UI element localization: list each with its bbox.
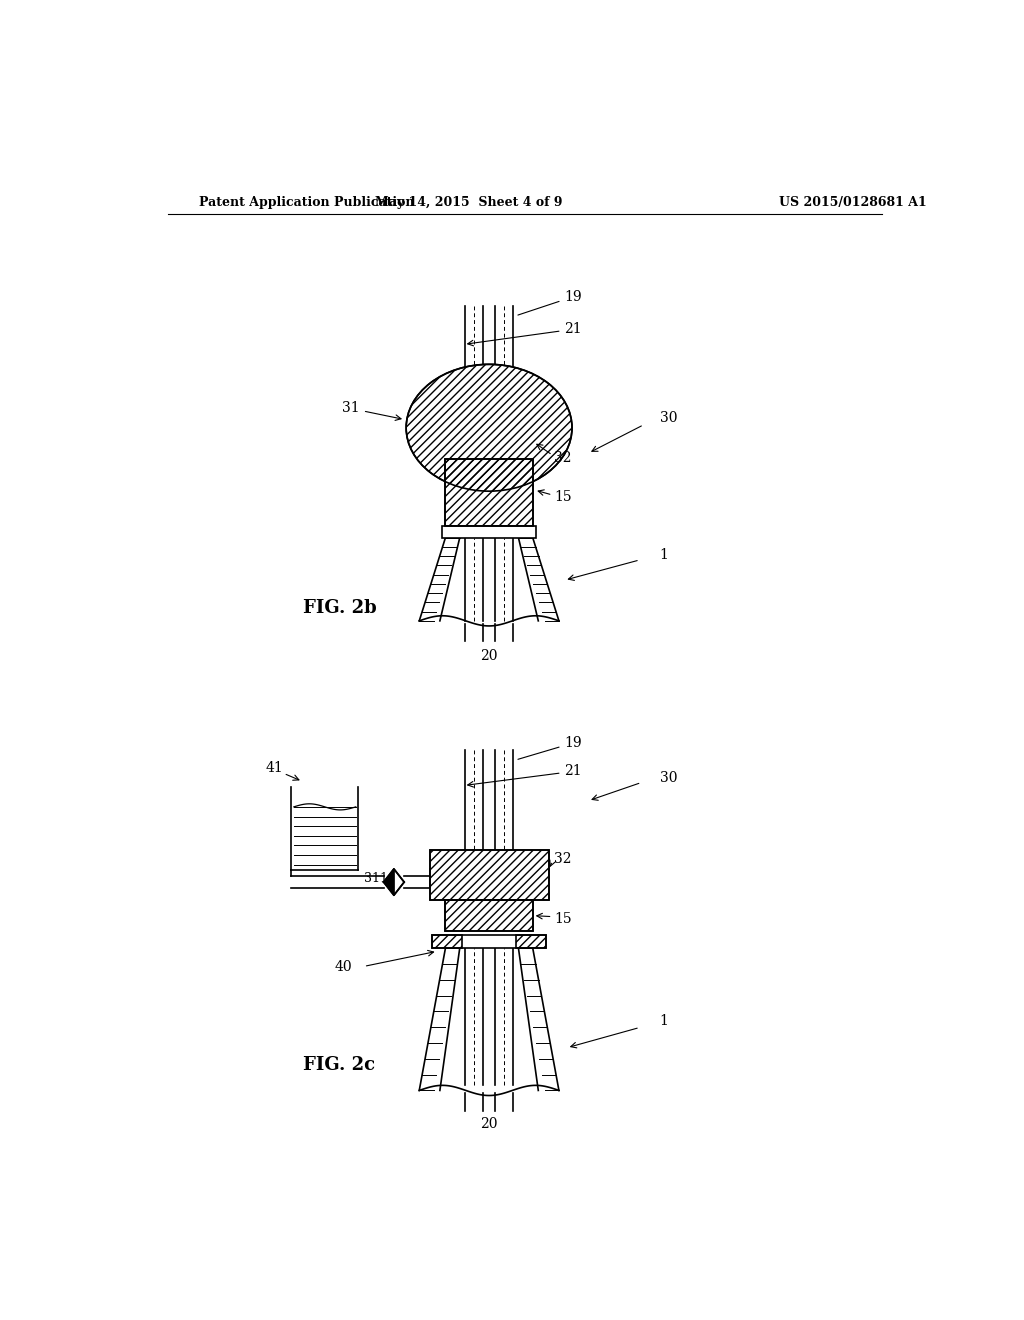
- Text: FIG. 2c: FIG. 2c: [303, 1056, 375, 1074]
- Text: 15: 15: [554, 490, 571, 504]
- Bar: [432, 935, 462, 948]
- Text: 1: 1: [659, 1014, 669, 1028]
- Polygon shape: [384, 869, 394, 895]
- Bar: [445, 900, 532, 931]
- Ellipse shape: [407, 364, 572, 491]
- Bar: [445, 459, 532, 525]
- Text: 41: 41: [265, 762, 283, 775]
- Bar: [430, 850, 549, 900]
- Text: 30: 30: [659, 411, 677, 425]
- Text: 15: 15: [554, 912, 571, 925]
- Text: 20: 20: [480, 649, 498, 664]
- Text: FIG. 2b: FIG. 2b: [303, 599, 377, 616]
- Text: 20: 20: [480, 1117, 498, 1131]
- Text: 311: 311: [364, 873, 388, 884]
- Text: 21: 21: [468, 322, 582, 346]
- Text: May 14, 2015  Sheet 4 of 9: May 14, 2015 Sheet 4 of 9: [376, 195, 563, 209]
- Text: 19: 19: [518, 289, 582, 315]
- Text: US 2015/0128681 A1: US 2015/0128681 A1: [778, 195, 927, 209]
- Bar: [445, 900, 532, 931]
- Text: 40: 40: [334, 961, 352, 974]
- Bar: [516, 935, 546, 948]
- Bar: [442, 525, 536, 537]
- Text: 21: 21: [468, 764, 582, 787]
- Bar: [430, 850, 549, 900]
- Text: Patent Application Publication: Patent Application Publication: [200, 195, 415, 209]
- Text: 1: 1: [659, 548, 669, 562]
- Text: 32: 32: [554, 851, 571, 866]
- Bar: [432, 935, 546, 948]
- Text: 32: 32: [554, 451, 571, 465]
- Bar: [445, 459, 532, 525]
- Text: 19: 19: [518, 735, 582, 759]
- Text: 31: 31: [342, 401, 401, 420]
- Text: 30: 30: [659, 771, 677, 785]
